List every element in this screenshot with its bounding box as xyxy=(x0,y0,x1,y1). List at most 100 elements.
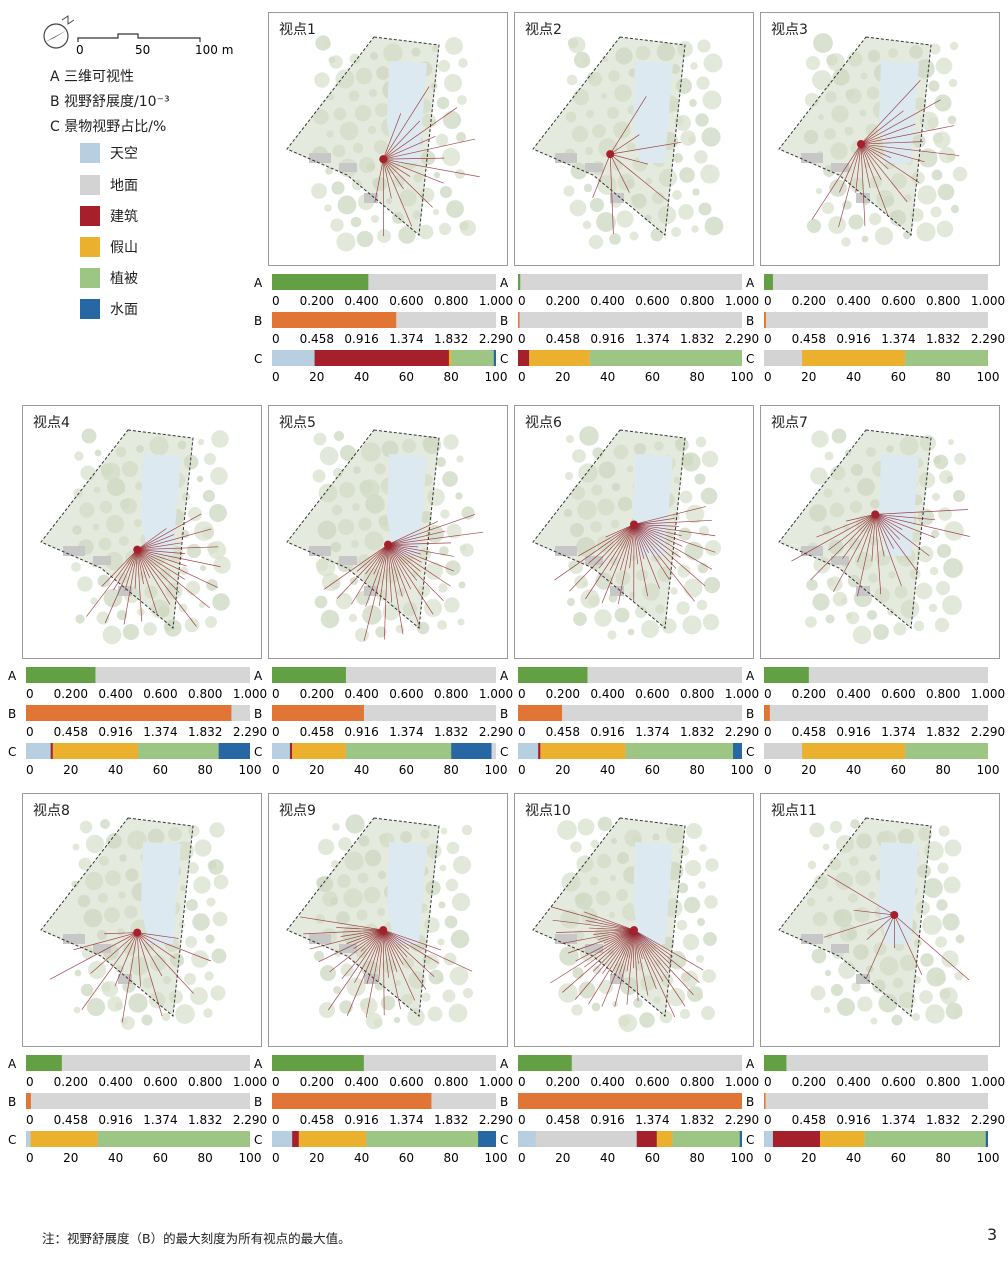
bar-track xyxy=(518,312,742,328)
tick-label: 0.600 xyxy=(635,294,669,308)
tick-label: 2.290 xyxy=(725,725,759,739)
tick-label: 40 xyxy=(846,1151,861,1165)
row-letter: A xyxy=(500,669,509,683)
bar-segment-3 xyxy=(820,1131,865,1147)
map-drawing xyxy=(515,406,753,658)
tick-label: 1.832 xyxy=(926,1113,960,1127)
tick-label: 0 xyxy=(272,687,280,701)
bar-segment-5 xyxy=(739,1131,742,1147)
tick-label: 20 xyxy=(555,1151,570,1165)
row-letter: B xyxy=(254,1095,262,1109)
legend-category: 假山 xyxy=(80,237,138,257)
tick-label: 0 xyxy=(764,294,772,308)
bar-segment-4 xyxy=(366,1131,479,1147)
bar-segment-0 xyxy=(272,743,290,759)
tick-label: 1.374 xyxy=(143,725,177,739)
legend-metric-a: A 三维可视性 xyxy=(50,69,135,85)
bar-segment-3 xyxy=(448,350,452,366)
tick-label: 1.000 xyxy=(479,1075,513,1089)
tick-label: 0 xyxy=(764,1113,772,1127)
footnote: 注：视野舒展度（B）的最大刻度为所有视点的最大值。 xyxy=(42,1231,351,1246)
row-letter: B xyxy=(8,1095,16,1109)
tick-label: 0.400 xyxy=(836,1075,870,1089)
tick-label: 0.916 xyxy=(590,1113,624,1127)
map-drawing xyxy=(515,794,753,1046)
tick-label: 100 xyxy=(485,1151,508,1165)
bar-a xyxy=(26,1055,62,1071)
tick-label: 0 xyxy=(764,370,772,384)
tick-label: 0.800 xyxy=(434,294,468,308)
tick-label: 0.600 xyxy=(389,294,423,308)
tick-label: 0.200 xyxy=(546,1075,580,1089)
tick-label: 0 xyxy=(764,687,772,701)
row-letter: B xyxy=(254,314,262,328)
tick-label: 80 xyxy=(444,1151,459,1165)
viewpoint-title: 视点6 xyxy=(525,415,562,431)
tick-label: 1.000 xyxy=(725,687,759,701)
bar-segment-3 xyxy=(656,1131,673,1147)
tick-label: 1.832 xyxy=(680,332,714,346)
row-letter: B xyxy=(746,1095,754,1109)
tick-label: 0.458 xyxy=(546,1113,580,1127)
tick-label: 0.200 xyxy=(546,687,580,701)
bar-segment-5 xyxy=(733,743,742,759)
viewpoint-marker xyxy=(856,140,865,149)
tick-label: 0 xyxy=(26,1151,34,1165)
scale-tick: 50 xyxy=(135,43,150,57)
bar-segment-0 xyxy=(518,743,539,759)
tick-label: 0.400 xyxy=(98,1075,132,1089)
bar-b xyxy=(518,1093,742,1109)
tick-label: 0.800 xyxy=(188,687,222,701)
row-letter: A xyxy=(254,1057,263,1071)
tick-label: 0.200 xyxy=(54,1075,88,1089)
bar-segment-3 xyxy=(30,1131,98,1147)
row-letter: C xyxy=(746,745,754,759)
tick-label: 60 xyxy=(153,1151,168,1165)
tick-label: 40 xyxy=(600,763,615,777)
bar-track xyxy=(764,274,988,290)
viewpoint-map: 视点5 xyxy=(268,405,508,659)
bar-track xyxy=(518,274,742,290)
bar-segment-1 xyxy=(764,743,803,759)
row-letter: C xyxy=(254,352,262,366)
bar-segment-5 xyxy=(985,1131,988,1147)
bar-segment-0 xyxy=(518,1131,536,1147)
tick-label: 0.400 xyxy=(836,687,870,701)
tick-label: 80 xyxy=(690,763,705,777)
bar-segment-5 xyxy=(493,350,496,366)
tick-label: 40 xyxy=(600,1151,615,1165)
tick-label: 100 xyxy=(239,1151,262,1165)
sightlines xyxy=(791,509,970,597)
legend-category-label: 天空 xyxy=(110,146,138,162)
tick-label: 2.290 xyxy=(971,725,1005,739)
bar-b xyxy=(272,312,397,328)
legend-swatch xyxy=(80,143,100,163)
row-letter: A xyxy=(8,669,17,683)
tick-label: 0 xyxy=(26,1113,34,1127)
tick-label: 1.000 xyxy=(233,1075,267,1089)
legend-metric-c: C 景物视野占比/% xyxy=(50,119,167,135)
tick-label: 1.832 xyxy=(680,725,714,739)
tick-label: 0 xyxy=(518,1075,526,1089)
viewpoint-map: 视点1 xyxy=(268,12,508,266)
tick-label: 2.290 xyxy=(725,332,759,346)
tick-label: 0.200 xyxy=(54,687,88,701)
bar-segment-2 xyxy=(292,1131,299,1147)
tick-label: 0 xyxy=(764,1151,772,1165)
tick-label: 0.458 xyxy=(300,332,334,346)
tick-label: 0.916 xyxy=(836,1113,870,1127)
bar-segment-4 xyxy=(625,743,734,759)
bar-a xyxy=(764,1055,787,1071)
viewpoint-marker xyxy=(871,510,880,519)
tick-label: 0.916 xyxy=(98,725,132,739)
tick-label: 0.800 xyxy=(680,1075,714,1089)
tick-label: 1.374 xyxy=(389,332,423,346)
tick-label: 0.400 xyxy=(344,1075,378,1089)
row-letter: A xyxy=(500,1057,509,1071)
tick-label: 1.832 xyxy=(434,725,468,739)
bar-segment-4 xyxy=(864,1131,986,1147)
tick-label: 0.400 xyxy=(590,294,624,308)
tick-label: 0.400 xyxy=(590,1075,624,1089)
tick-label: 2.290 xyxy=(725,1113,759,1127)
